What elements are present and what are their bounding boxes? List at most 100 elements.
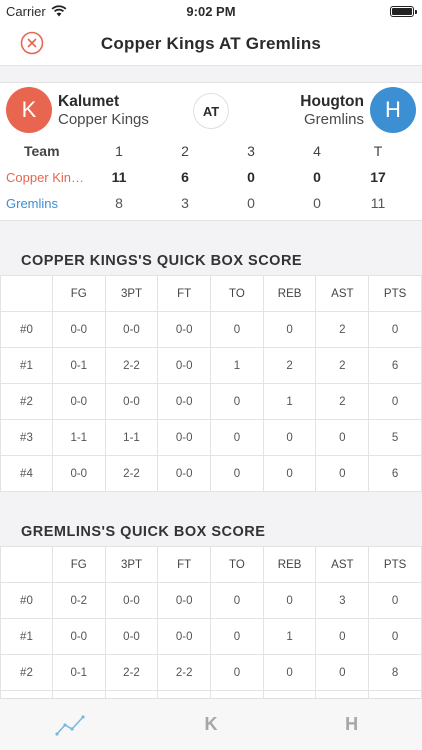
box-score-header-row: FG 3PT FT TO REB AST PTS xyxy=(0,546,422,583)
home-team-badge[interactable]: K xyxy=(6,87,52,133)
stat-cell: 0-0 xyxy=(157,419,212,456)
line-score-cell: 0 xyxy=(247,195,255,211)
tab-home-team[interactable]: K xyxy=(204,714,218,734)
table-row[interactable]: #2 0-1 2-2 2-2 0 0 0 8 xyxy=(0,654,422,691)
table-row[interactable]: #1 0-1 2-2 0-0 1 2 2 6 xyxy=(0,347,422,384)
table-row[interactable]: #4 0-0 2-2 0-0 0 0 0 6 xyxy=(0,455,422,492)
line-score-cell: 0 xyxy=(247,169,255,185)
away-team-badge[interactable]: H xyxy=(370,87,416,133)
stat-cell: 2 xyxy=(262,347,317,384)
box-col-header: REB xyxy=(262,275,317,312)
line-score-row-home: Copper Kin… 11 6 0 0 17 xyxy=(0,164,422,190)
table-row[interactable]: #0 0-0 0-0 0-0 0 0 2 0 xyxy=(0,311,422,348)
line-score-cell: 0 xyxy=(313,195,321,211)
away-box-score-table: FG 3PT FT TO REB AST PTS #0 0-2 0-0 0-0 … xyxy=(0,546,422,698)
away-team-city: Hougton xyxy=(300,93,364,110)
line-score-header-q4: 4 xyxy=(313,143,321,159)
page-title: Copper Kings AT Gremlins xyxy=(100,33,322,53)
stat-cell: 2-2 xyxy=(104,455,159,492)
box-score-header-row: FG 3PT FT TO REB AST PTS xyxy=(0,275,422,312)
stat-cell: 0-1 xyxy=(51,654,106,691)
home-box-score-table: FG 3PT FT TO REB AST PTS #0 0-0 0-0 0-0 … xyxy=(0,275,422,492)
player-number: #2 xyxy=(0,654,53,691)
player-number: #4 xyxy=(0,455,53,492)
line-score-header-q1: 1 xyxy=(115,143,123,159)
away-team-name: Gremlins xyxy=(303,111,364,128)
player-number: #3 xyxy=(0,419,53,456)
box-col-header: 3PT xyxy=(104,275,159,312)
away-team-info: Hougton Gremlins xyxy=(300,93,364,129)
line-score-header-q2: 2 xyxy=(181,143,189,159)
box-col-header: AST xyxy=(315,275,370,312)
stat-cell: 0-2 xyxy=(51,582,106,619)
line-score-team: Copper Kin… xyxy=(6,169,85,185)
box-col-header xyxy=(0,546,53,583)
tab-stats[interactable] xyxy=(0,699,141,750)
table-row[interactable]: #3 xyxy=(0,690,422,698)
player-number: #1 xyxy=(0,347,53,384)
line-score-team: Gremlins xyxy=(6,195,59,211)
stat-cell: 0-0 xyxy=(157,383,212,420)
home-team-city: Kalumet xyxy=(58,93,120,110)
box-col-header: FT xyxy=(157,546,212,583)
close-icon[interactable] xyxy=(20,31,44,55)
line-chart-icon xyxy=(55,714,85,736)
stat-cell: 0-0 xyxy=(157,347,212,384)
carrier-label: Carrier xyxy=(6,3,46,19)
stat-cell: 1 xyxy=(262,618,317,655)
line-score-cell: 6 xyxy=(181,169,189,185)
stat-cell: 0 xyxy=(368,311,422,348)
stat-cell: 1 xyxy=(210,347,264,384)
stat-cell: 0 xyxy=(210,654,264,691)
stat-cell: 0 xyxy=(210,419,264,456)
stat-cell: 0-0 xyxy=(104,582,159,619)
table-row[interactable]: #2 0-0 0-0 0-0 0 1 2 0 xyxy=(0,383,422,420)
stat-cell: 0 xyxy=(315,654,370,691)
stat-cell xyxy=(315,690,370,698)
stat-cell: 0-0 xyxy=(157,311,212,348)
table-row[interactable]: #1 0-0 0-0 0-0 0 1 0 0 xyxy=(0,618,422,655)
stat-cell: 0-0 xyxy=(157,582,212,619)
line-score-total: 11 xyxy=(370,195,386,211)
stat-cell: 0-0 xyxy=(157,618,212,655)
line-score-cell: 8 xyxy=(115,195,123,211)
player-number: #0 xyxy=(0,311,53,348)
line-score-cell: 11 xyxy=(111,169,127,185)
stat-cell: 0 xyxy=(368,582,422,619)
line-score-header-team: Team xyxy=(24,143,60,159)
stat-cell: 6 xyxy=(368,455,422,492)
stat-cell: 0 xyxy=(210,618,264,655)
at-label: AT xyxy=(193,93,229,129)
stat-cell: 0 xyxy=(368,383,422,420)
stat-cell: 0-0 xyxy=(51,311,106,348)
line-score-cell: 0 xyxy=(313,169,321,185)
stat-cell: 0-0 xyxy=(104,618,159,655)
stat-cell: 2-2 xyxy=(104,654,159,691)
navigation-bar: Copper Kings AT Gremlins xyxy=(0,22,422,66)
home-team-name: Copper Kings xyxy=(58,111,149,128)
home-team-info: Kalumet Copper Kings xyxy=(58,93,149,129)
stat-cell: 0 xyxy=(315,455,370,492)
stat-cell: 0 xyxy=(262,582,317,619)
stat-cell: 0-0 xyxy=(104,383,159,420)
line-score-header-q3: 3 xyxy=(247,143,255,159)
home-box-score-title: COPPER KINGS'S QUICK BOX SCORE xyxy=(21,253,303,269)
battery-icon xyxy=(390,5,417,17)
tab-away-team[interactable]: H xyxy=(345,714,359,734)
stat-cell: 0-0 xyxy=(51,455,106,492)
matchup-header: K Kalumet Copper Kings AT Hougton Gremli… xyxy=(0,82,422,134)
table-row[interactable]: #3 1-1 1-1 0-0 0 0 0 5 xyxy=(0,419,422,456)
player-number: #2 xyxy=(0,383,53,420)
carrier-group: Carrier xyxy=(6,4,67,19)
box-col-header: FG xyxy=(51,275,106,312)
box-col-header: AST xyxy=(315,546,370,583)
wifi-icon xyxy=(51,5,67,17)
box-col-header: PTS xyxy=(368,275,422,312)
table-row[interactable]: #0 0-2 0-0 0-0 0 0 3 0 xyxy=(0,582,422,619)
stat-cell xyxy=(262,690,317,698)
line-score: Team 1 2 3 4 T Copper Kin… 11 6 0 0 17 G… xyxy=(0,134,422,221)
stat-cell: 0-0 xyxy=(51,383,106,420)
stat-cell: 0 xyxy=(210,383,264,420)
stat-cell: 2-2 xyxy=(157,654,212,691)
scroll-content[interactable]: Carrier 9:02 PM Copper Kings AT Gremlins… xyxy=(0,0,422,698)
